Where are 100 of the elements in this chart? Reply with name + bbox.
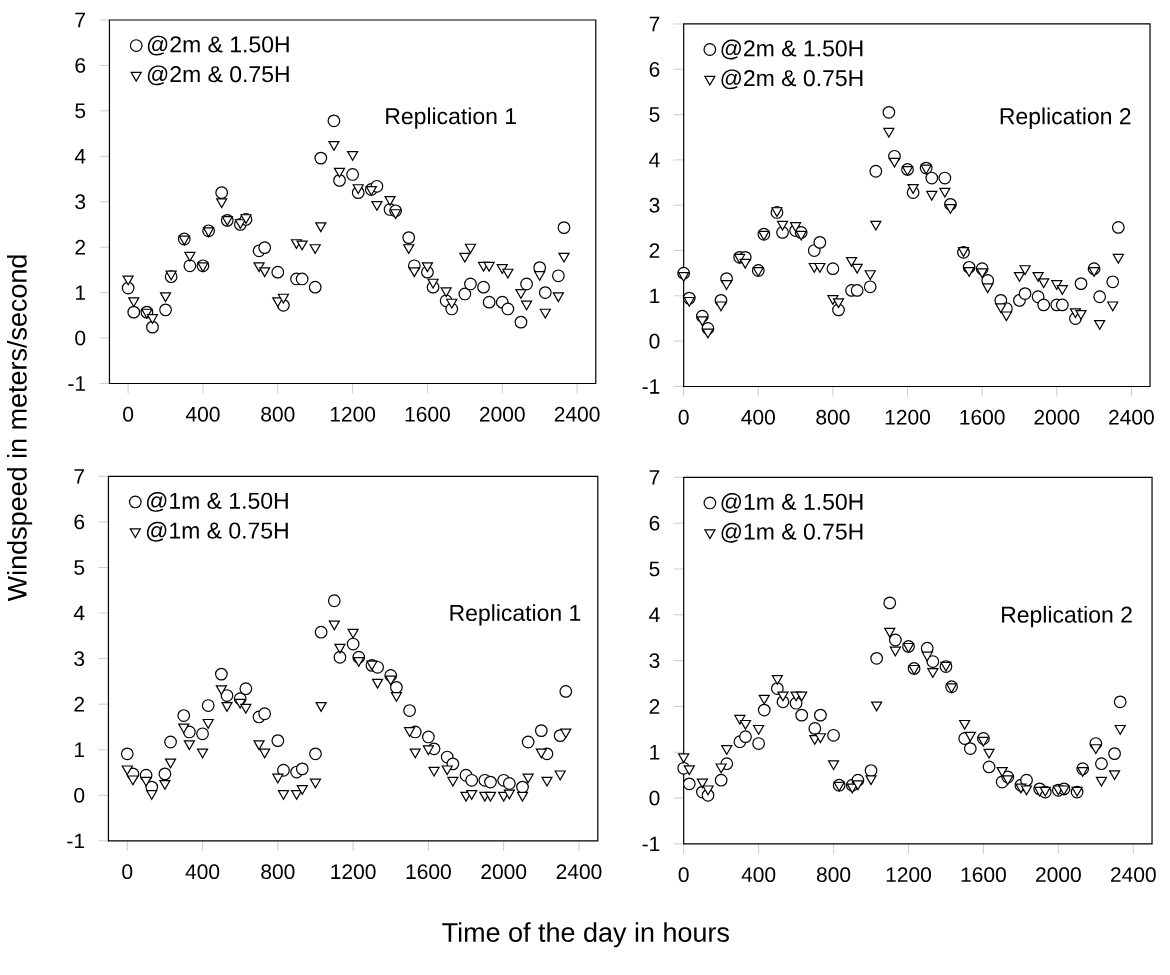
point xyxy=(440,287,452,298)
point xyxy=(882,106,896,119)
point xyxy=(122,275,134,286)
point xyxy=(814,708,827,722)
x-tick-label: 0 xyxy=(123,407,134,422)
point xyxy=(776,220,789,231)
point xyxy=(539,308,551,319)
point xyxy=(333,167,346,178)
point xyxy=(1020,773,1033,787)
point xyxy=(521,735,535,749)
y-tick-label: 1 xyxy=(650,745,660,760)
x-tick-label: 800 xyxy=(816,410,850,425)
x-tick-label: 2400 xyxy=(556,864,602,880)
y-tick-label: 4 xyxy=(74,149,86,164)
point xyxy=(216,198,228,209)
point xyxy=(1090,744,1102,755)
point xyxy=(1106,275,1120,289)
point xyxy=(422,730,435,744)
point xyxy=(715,763,727,774)
point xyxy=(870,652,884,665)
point xyxy=(865,775,877,786)
point xyxy=(334,643,346,654)
point xyxy=(996,767,1008,778)
x-tick-label: 1600 xyxy=(405,407,450,422)
point xyxy=(1108,770,1121,781)
point xyxy=(234,699,246,709)
point xyxy=(277,293,290,304)
x-tick-label: 400 xyxy=(741,867,776,883)
legend-label: @2m & 1.50H xyxy=(721,39,863,60)
point xyxy=(832,298,845,309)
legend-label: @1m & 0.75H xyxy=(721,523,863,543)
x-tick-label: 800 xyxy=(261,864,295,880)
point xyxy=(309,778,322,789)
legend-label: @1m & 1.50H xyxy=(721,493,863,514)
y-tick-label: -1 xyxy=(642,836,660,852)
y-tick-label: 6 xyxy=(75,58,86,74)
point xyxy=(277,790,290,801)
legend-label: @2m & 0.75H xyxy=(147,65,289,86)
point xyxy=(1055,298,1069,312)
point xyxy=(201,699,215,713)
point xyxy=(328,141,340,152)
point xyxy=(121,281,135,295)
y-tick-label: 5 xyxy=(75,103,86,119)
point xyxy=(963,742,977,756)
point xyxy=(403,244,415,255)
point xyxy=(258,241,272,255)
point xyxy=(465,774,479,787)
point xyxy=(1013,272,1026,283)
point xyxy=(520,277,533,291)
point xyxy=(678,272,690,283)
point xyxy=(346,637,360,651)
point xyxy=(888,633,902,647)
point xyxy=(196,748,209,759)
point xyxy=(714,773,728,787)
x-tick-label: 2400 xyxy=(1111,867,1156,883)
point xyxy=(1018,287,1032,301)
point xyxy=(871,701,883,712)
point xyxy=(184,252,196,262)
point xyxy=(739,258,751,269)
annotation: Replication 2 xyxy=(1002,606,1132,628)
point xyxy=(814,263,826,273)
point xyxy=(503,789,515,800)
point xyxy=(870,220,882,231)
point xyxy=(520,300,533,311)
point xyxy=(459,252,471,263)
x-tick-label: 1600 xyxy=(960,410,1005,425)
point xyxy=(127,305,141,319)
point xyxy=(501,302,515,316)
point xyxy=(1111,221,1125,234)
x-axis-title: Time of the day in hours xyxy=(442,922,729,948)
point xyxy=(384,196,396,206)
point xyxy=(146,314,159,325)
point xyxy=(938,171,952,185)
point xyxy=(926,191,938,201)
point xyxy=(963,267,975,278)
y-tick-label: 2 xyxy=(649,243,660,259)
point xyxy=(827,760,840,771)
point xyxy=(477,280,490,294)
point xyxy=(421,262,434,273)
x-tick-label: 1600 xyxy=(961,867,1006,883)
point xyxy=(982,760,996,774)
legend-label: @2m & 1.50H xyxy=(147,35,289,56)
point xyxy=(1114,725,1126,735)
point xyxy=(551,269,565,283)
point xyxy=(883,128,895,138)
point xyxy=(385,675,397,686)
point xyxy=(796,691,808,702)
x-tick-label: 2400 xyxy=(1109,410,1154,425)
x-tick-label: 1200 xyxy=(886,867,931,883)
point xyxy=(347,628,359,639)
point xyxy=(538,286,552,300)
point xyxy=(983,748,995,759)
point xyxy=(502,268,514,279)
point xyxy=(534,271,546,281)
point xyxy=(428,766,440,777)
point xyxy=(315,222,327,233)
point xyxy=(864,764,878,778)
y-tick-label: 7 xyxy=(649,470,660,485)
point xyxy=(559,685,573,698)
x-tick-label: 2000 xyxy=(481,864,527,880)
